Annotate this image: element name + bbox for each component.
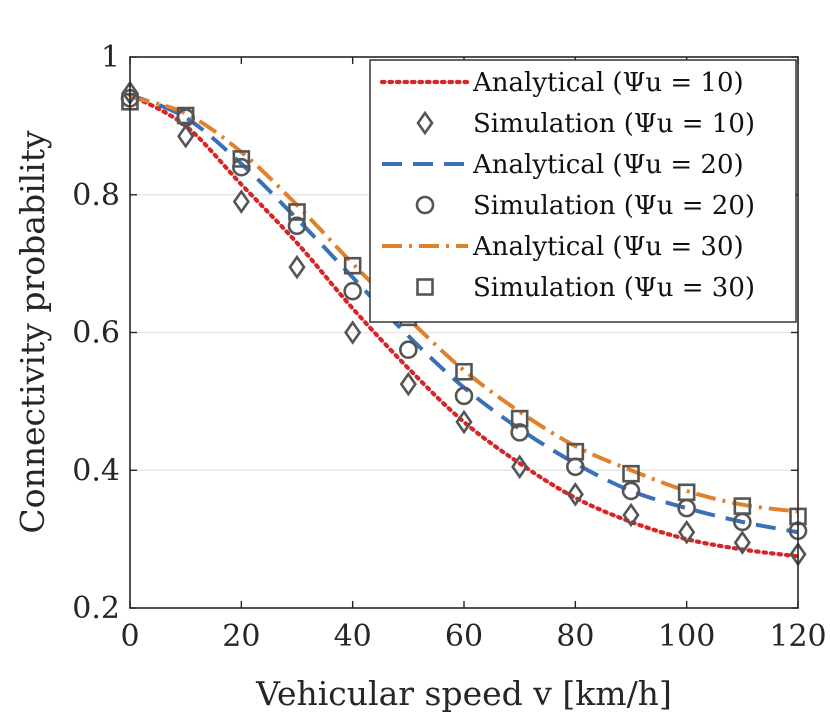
series-3 <box>129 93 799 535</box>
legend-item: Analytical (Ψu = 20) <box>382 150 744 180</box>
legend-label: Simulation (Ψu = 20) <box>473 191 755 221</box>
legend-item: Simulation (Ψu = 10) <box>416 109 755 139</box>
legend-item: Simulation (Ψu = 20) <box>415 191 755 221</box>
x-tick-label: 80 <box>556 619 594 654</box>
legend-label: Analytical (Ψu = 30) <box>472 232 744 262</box>
data-point-square <box>343 256 362 275</box>
x-axis-title: Vehicular speed v [km/h] <box>255 674 672 713</box>
x-tick-label: 100 <box>658 619 715 654</box>
data-point-square <box>176 106 195 125</box>
data-point-diamond <box>511 454 529 480</box>
data-point-circle <box>510 423 529 442</box>
data-point-diamond <box>455 409 473 435</box>
series-2 <box>121 80 807 567</box>
legend-label: Analytical (Ψu = 20) <box>472 150 744 180</box>
data-point-diamond <box>399 371 417 397</box>
legend-box <box>369 59 797 323</box>
x-tick-label: 0 <box>120 619 139 654</box>
data-point-diamond <box>177 123 195 149</box>
data-point-circle <box>343 281 362 301</box>
data-point-circle <box>454 386 474 406</box>
y-tick-label: 0.2 <box>72 591 120 626</box>
legend-swatch-diamond <box>416 110 434 136</box>
data-point-diamond <box>232 189 250 214</box>
x-tick-label: 120 <box>769 619 826 654</box>
data-point-diamond <box>622 502 640 528</box>
data-point-circle <box>399 340 418 360</box>
series-1 <box>127 92 801 559</box>
data-point-circle <box>287 216 307 236</box>
data-point-square <box>677 483 696 502</box>
legend-label: Analytical (Ψu = 10) <box>472 68 744 98</box>
data-point-square <box>232 150 251 168</box>
data-point-square <box>510 409 529 428</box>
y-tick-label: 1 <box>101 40 120 75</box>
data-point-diamond <box>566 482 584 507</box>
y-tick-label: 0.4 <box>72 453 120 488</box>
x-tick-label: 60 <box>445 619 483 654</box>
series-line <box>129 93 799 535</box>
legend-swatch-square <box>416 278 434 296</box>
legend-label: Simulation (Ψu = 10) <box>473 109 755 139</box>
y-tick-label: 0.8 <box>72 178 120 213</box>
data-point-diamond <box>733 530 751 555</box>
ticks: 0 20 40 60 80 100 120 0.2 0.4 0.6 0.8 1 <box>72 40 826 654</box>
data-point-diamond <box>288 254 306 280</box>
x-tick-label: 40 <box>334 619 372 654</box>
data-point-square <box>566 442 585 461</box>
legend-item: Analytical (Ψu = 10) <box>379 68 744 98</box>
legend-swatch-circle <box>415 195 435 215</box>
x-tick-label: 20 <box>222 619 260 654</box>
data-point-square <box>622 464 640 483</box>
y-tick-label: 0.6 <box>72 316 120 351</box>
legend-label: Simulation (Ψu = 30) <box>473 273 755 303</box>
data-point-circle <box>621 481 641 501</box>
legend-item: Simulation (Ψu = 30) <box>416 273 755 303</box>
data-point-diamond <box>678 519 696 545</box>
legend-item: Analytical (Ψu = 30) <box>382 232 744 262</box>
data-point-square <box>733 497 752 515</box>
data-point-square <box>288 203 306 221</box>
data-point-square <box>455 362 473 381</box>
legend: Analytical (Ψu = 10) Simulation (Ψu = 10)… <box>369 59 797 323</box>
data-point-diamond <box>344 320 362 345</box>
series-line <box>127 92 801 559</box>
y-axis-title: Connectivity probability <box>13 130 52 534</box>
